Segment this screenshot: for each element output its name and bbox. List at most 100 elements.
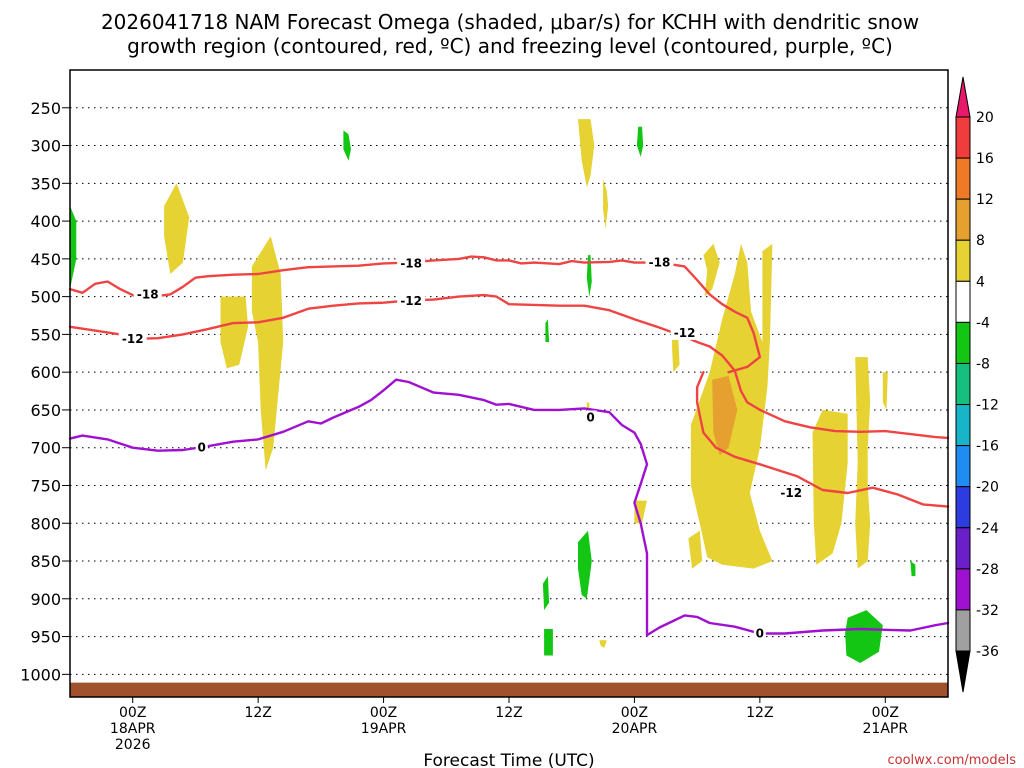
y-tick-label-450: 450 <box>30 250 61 269</box>
x-tick-label-4-1: 20APR <box>612 721 658 737</box>
contour-label-bg-5 <box>670 325 699 340</box>
contour-line-freezing-level-3 <box>68 378 950 637</box>
colorbar-swatch-11 <box>955 568 971 611</box>
omega-region-9 <box>545 319 550 342</box>
contour-label-bg-7 <box>195 440 208 455</box>
x-tick-label-0-1: 18APR <box>110 721 156 737</box>
colorbar-label-9: -20 <box>976 480 999 496</box>
contour-label-5: -12 <box>674 326 696 340</box>
x-tick-label-6-1: 21APR <box>863 721 909 737</box>
contour-label-bg-2 <box>645 255 674 270</box>
colorbar-label-10: -24 <box>976 521 999 537</box>
colorbar-swatch-6 <box>955 362 971 406</box>
y-tick-label-750: 750 <box>30 476 61 495</box>
x-tick-label-6-0: 00Z <box>872 705 899 721</box>
y-tick-label-900: 900 <box>30 590 61 609</box>
contour-line-snow-growth-2 <box>695 371 950 508</box>
contour-lines <box>68 255 950 637</box>
contour-label-bg-1 <box>397 256 426 271</box>
colorbar: 20 16 12 8 4 -4 -8 -12 -16 -20 -24 -28 -32 -36 <box>955 76 999 693</box>
colorbar-swatch-10 <box>955 527 971 570</box>
y-tick-label-700: 700 <box>30 439 61 458</box>
y-tick-label-550: 550 <box>30 325 61 344</box>
colorbar-swatch-5 <box>955 321 971 364</box>
colorbar-label-3: 8 <box>976 233 985 249</box>
y-axis-ticks: 250 300 350 400 450 500 550 600 650 700 750 800 850 9… <box>20 99 70 684</box>
x-tick-label-2-0: 00Z <box>370 705 397 721</box>
plot-background <box>70 70 948 697</box>
omega-region-20 <box>688 530 703 569</box>
contour-line-snow-growth-1 <box>68 293 950 440</box>
y-tick-label-300: 300 <box>30 137 61 156</box>
omega-region-7 <box>636 126 644 157</box>
colorbar-label-1: 16 <box>976 151 994 167</box>
chart-title-line-1: 2026041718 NAM Forecast Omega (shaded, μ… <box>101 10 919 34</box>
colorbar-swatch-0 <box>955 116 971 159</box>
omega-shaded-regions <box>70 119 916 663</box>
credit-text: coolwx.com/models <box>887 753 1016 768</box>
y-tick-label-850: 850 <box>30 552 61 571</box>
colorbar-swatch-3 <box>955 239 971 282</box>
omega-region-17 <box>703 243 720 297</box>
omega-region-4 <box>251 236 284 471</box>
x-tick-label-4-0: 00Z <box>621 705 648 721</box>
omega-region-25 <box>910 561 916 577</box>
y-tick-label-350: 350 <box>30 174 61 193</box>
omega-region-23 <box>882 372 888 410</box>
colorbar-swatch-4 <box>955 280 971 323</box>
terrain-fill <box>70 682 948 697</box>
x-axis-label: Forecast Time (UTC) <box>423 751 594 768</box>
contour-label-9: 0 <box>756 627 764 641</box>
colorbar-label-4: 4 <box>976 274 985 290</box>
contour-label-1: -18 <box>400 256 422 270</box>
colorbar-label-8: -16 <box>976 439 999 455</box>
contour-label-bg-0 <box>133 287 162 302</box>
omega-region-12 <box>542 576 550 611</box>
x-tick-label-5-0: 12Z <box>746 705 773 721</box>
contour-label-3: -12 <box>122 332 144 346</box>
omega-region-8 <box>586 255 592 297</box>
contour-label-4: -12 <box>400 294 422 308</box>
omega-region-0 <box>70 206 77 290</box>
colorbar-label-0: 20 <box>976 110 994 126</box>
y-tick-label-400: 400 <box>30 212 61 231</box>
x-tick-label-2-1: 19APR <box>361 721 407 737</box>
x-tick-label-3-0: 12Z <box>495 705 522 721</box>
gridlines <box>70 107 948 675</box>
y-tick-label-500: 500 <box>30 288 61 307</box>
terrain-ground <box>70 682 948 697</box>
contour-labels: -18 -18 -18 -12 -12 -12 -12 0 0 0 <box>118 255 806 641</box>
y-tick-label-600: 600 <box>30 363 61 382</box>
x-tick-label-0-2: 2026 <box>115 737 151 753</box>
contour-label-0: -18 <box>137 287 159 301</box>
contour-label-bg-6 <box>777 486 806 501</box>
plot-area: -18 -18 -18 -12 -12 -12 -12 0 0 0 <box>68 69 950 698</box>
colorbar-swatch-8 <box>955 445 971 488</box>
omega-region-14 <box>599 640 607 648</box>
colorbar-bottom-arrow <box>955 650 971 693</box>
colorbar-swatch-1 <box>955 157 971 200</box>
omega-region-16 <box>672 330 680 373</box>
omega-region-19 <box>712 375 738 456</box>
y-tick-label-250: 250 <box>30 99 61 118</box>
colorbar-swatch-9 <box>955 486 971 529</box>
contour-line-snow-growth-0 <box>68 255 762 374</box>
colorbar-swatch-2 <box>955 198 971 241</box>
omega-region-5 <box>578 119 595 188</box>
x-tick-label-0-0: 00Z <box>119 705 146 721</box>
contour-label-bg-3 <box>118 331 147 346</box>
omega-region-24 <box>845 610 883 663</box>
omega-region-22 <box>855 357 871 569</box>
omega-region-13 <box>544 629 553 656</box>
colorbar-label-7: -12 <box>976 398 999 414</box>
omega-region-1 <box>164 183 190 274</box>
contour-label-6: -12 <box>780 486 802 500</box>
contour-label-bg-8 <box>584 410 597 425</box>
contour-label-bg-4 <box>397 294 426 309</box>
y-tick-label-650: 650 <box>30 401 61 420</box>
x-tick-label-1-0: 12Z <box>244 705 271 721</box>
y-tick-label-1000: 1000 <box>20 665 61 684</box>
colorbar-label-12: -32 <box>976 603 999 619</box>
